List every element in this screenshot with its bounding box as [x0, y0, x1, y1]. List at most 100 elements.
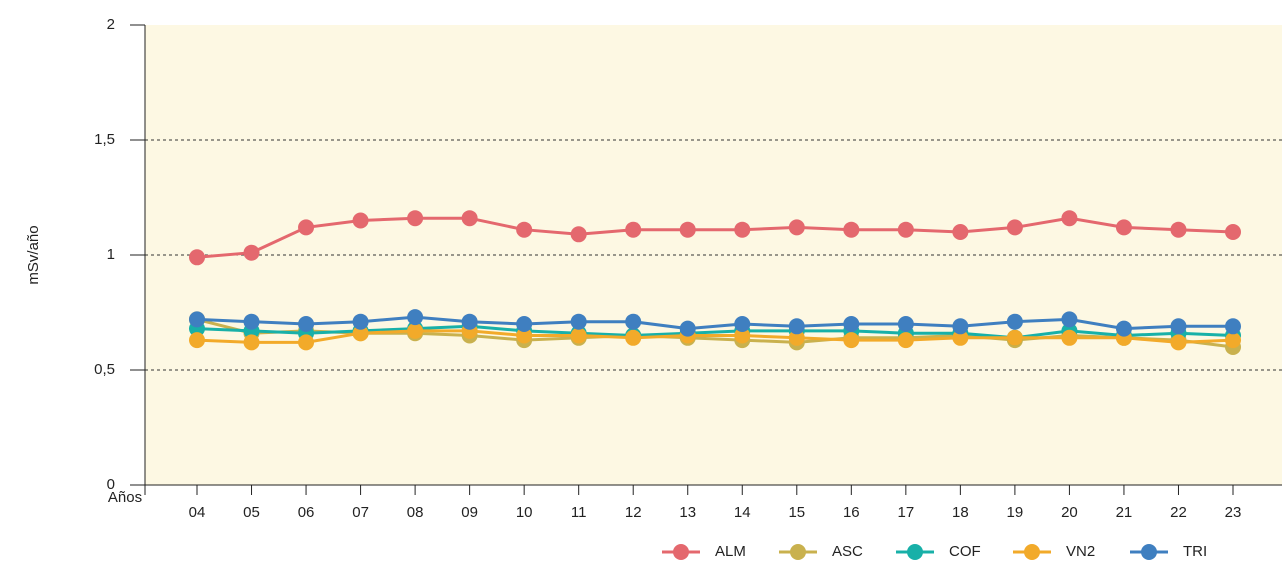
point: [788, 219, 805, 236]
point: [734, 221, 751, 238]
point: [189, 311, 205, 328]
point: [734, 316, 751, 332]
point: [1061, 210, 1078, 227]
point: [843, 332, 860, 349]
legend-marker: [1024, 544, 1040, 560]
point: [843, 316, 860, 332]
y-tick-label: 0,5: [94, 361, 115, 378]
point: [352, 212, 369, 229]
point: [189, 249, 205, 266]
legend-label: COF: [949, 543, 981, 560]
legend-marker: [907, 544, 923, 560]
point: [298, 316, 315, 332]
x-axis-title: Años: [108, 489, 142, 506]
point: [952, 224, 969, 240]
point: [516, 316, 533, 332]
point: [298, 334, 315, 351]
point: [897, 221, 914, 238]
y-axis-title: mSv/año: [25, 225, 42, 284]
x-tick-label: 06: [298, 504, 315, 521]
x-tick-label: 04: [189, 504, 206, 521]
point: [1061, 329, 1078, 346]
point: [1170, 318, 1187, 335]
point: [1006, 329, 1023, 346]
legend-marker: [1141, 544, 1157, 560]
point: [952, 329, 969, 346]
legend-label: ALM: [715, 543, 746, 560]
point: [243, 244, 260, 261]
x-tick-label: 20: [1061, 504, 1078, 521]
point: [516, 327, 533, 344]
point: [461, 210, 478, 227]
point: [625, 313, 642, 330]
point: [952, 318, 969, 335]
point: [461, 313, 478, 330]
series-line: [196, 324, 1234, 340]
point: [679, 320, 696, 337]
x-tick-label: 18: [952, 504, 969, 521]
legend-label: ASC: [832, 543, 863, 560]
y-tick-label: 2: [107, 16, 115, 33]
x-tick-label: 19: [1007, 504, 1024, 521]
point: [1006, 313, 1023, 330]
series-line: [196, 315, 1233, 331]
x-tick-label: 22: [1170, 504, 1187, 521]
point: [1225, 318, 1241, 335]
point: [788, 318, 805, 335]
point: [1225, 224, 1241, 240]
x-tick-label: 15: [788, 504, 805, 521]
x-tick-label: 08: [407, 504, 424, 521]
point: [570, 313, 587, 330]
series-line: [196, 329, 1234, 344]
x-tick-label: 21: [1116, 504, 1133, 521]
point: [189, 332, 205, 349]
point: [1170, 221, 1187, 238]
x-tick-label: 23: [1225, 504, 1242, 521]
point: [897, 316, 914, 332]
point: [788, 329, 805, 346]
point: [734, 327, 751, 344]
x-tick-label: 10: [516, 504, 533, 521]
point: [1061, 311, 1078, 328]
y-tick-label: 1,5: [94, 131, 115, 148]
point: [243, 313, 260, 330]
legend-label: VN2: [1066, 543, 1095, 560]
point: [516, 221, 533, 238]
point: [625, 329, 642, 346]
series-line: [196, 216, 1234, 259]
y-tick-label: 1: [107, 246, 115, 263]
x-tick-label: 11: [571, 504, 587, 521]
point: [1006, 219, 1023, 236]
point: [352, 325, 369, 342]
point: [570, 226, 587, 243]
legend-marker: [673, 544, 689, 560]
point: [897, 332, 914, 349]
point: [570, 327, 587, 344]
x-tick-label: 05: [243, 504, 260, 521]
point: [1115, 219, 1132, 236]
point: [298, 219, 315, 236]
point: [1170, 334, 1187, 351]
point: [352, 313, 369, 330]
point: [679, 221, 696, 238]
x-tick-label: 13: [679, 504, 696, 521]
point: [243, 334, 260, 351]
legend-label: TRI: [1183, 543, 1207, 560]
point: [407, 322, 424, 339]
point: [625, 221, 642, 238]
point: [1225, 332, 1241, 349]
point: [1115, 320, 1132, 337]
x-tick-label: 12: [625, 504, 642, 521]
point: [407, 210, 424, 227]
x-tick-label: 16: [843, 504, 860, 521]
x-tick-label: 17: [897, 504, 914, 521]
x-tick-label: 07: [352, 504, 369, 521]
x-tick-label: 09: [461, 504, 478, 521]
point: [843, 221, 860, 238]
legend-marker: [790, 544, 806, 560]
y-tick-label: 0: [107, 476, 115, 493]
x-tick-label: 14: [734, 504, 751, 521]
point: [407, 309, 424, 326]
plot-background: [145, 25, 1282, 485]
